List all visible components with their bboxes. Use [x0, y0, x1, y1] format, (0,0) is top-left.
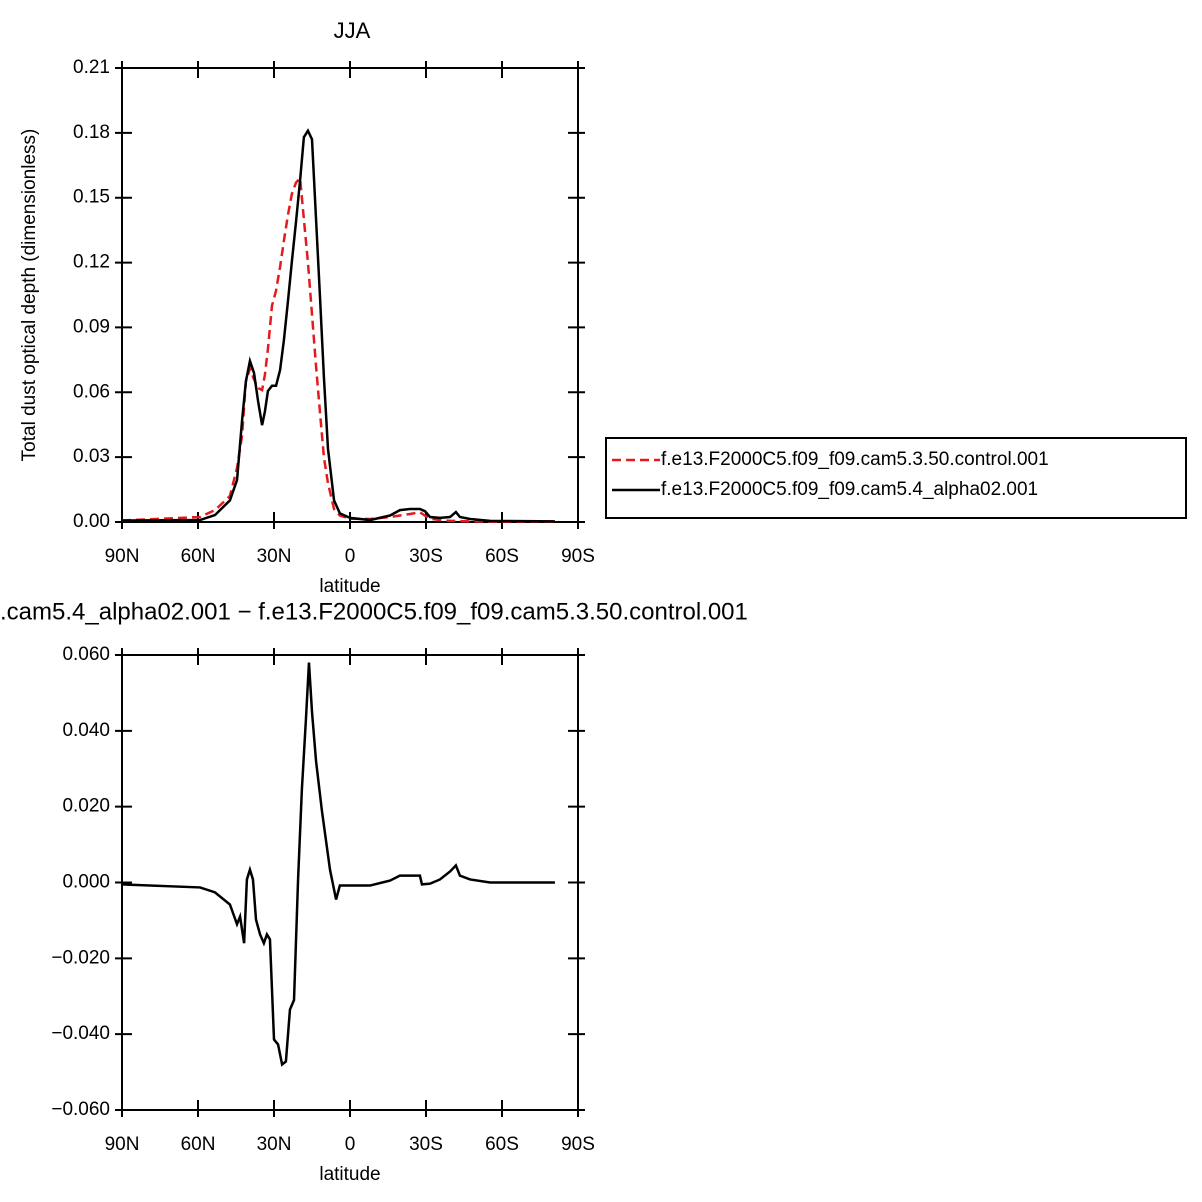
data-line [121, 662, 555, 1067]
y-tick-label: 0.00 [73, 511, 110, 532]
x-tick-label: 90N [105, 546, 140, 567]
x-tick-label: 30N [257, 1134, 292, 1155]
x-tick-label: 60N [181, 546, 216, 567]
legend-box [605, 437, 1187, 519]
y-tick-label: 0.12 [73, 252, 110, 273]
y-tick-label: 0.18 [73, 122, 110, 143]
x-tick-label: 30N [257, 546, 292, 567]
x-tick-label: 0 [345, 1134, 356, 1155]
x-tick-label: 90S [561, 1134, 595, 1155]
y-tick-label: 0.06 [73, 381, 110, 402]
y-tick-label: −0.060 [51, 1099, 110, 1120]
chart-title: .cam5.4_alpha02.001 − f.e13.F2000C5.f09_… [0, 598, 748, 625]
data-line [121, 175, 555, 523]
x-tick-label: 30S [409, 1134, 443, 1155]
x-axis-label: latitude [319, 1164, 380, 1185]
y-tick-label: −0.020 [51, 947, 110, 968]
y-tick-label: 0.03 [73, 446, 110, 467]
y-tick-label: 0.21 [73, 57, 110, 78]
y-axis-label: Total dust optical depth (dimensionless) [19, 129, 40, 462]
x-tick-label: 90N [105, 1134, 140, 1155]
chart-title: JJA [334, 18, 371, 43]
x-tick-label: 30S [409, 546, 443, 567]
data-line [121, 128, 555, 523]
x-tick-label: 60S [485, 546, 519, 567]
x-axis-label: latitude [319, 576, 380, 597]
y-tick-label: −0.040 [51, 1023, 110, 1044]
y-tick-label: 0.09 [73, 316, 110, 337]
legend-label: f.e13.F2000C5.f09_f09.cam5.4_alpha02.001 [661, 479, 1038, 500]
y-tick-label: 0.15 [73, 187, 110, 208]
y-tick-label: 0.060 [62, 644, 110, 665]
x-tick-label: 0 [345, 546, 356, 567]
x-tick-label: 90S [561, 546, 595, 567]
plot-frame [121, 67, 579, 523]
y-tick-label: 0.040 [62, 720, 110, 741]
legend-label: f.e13.F2000C5.f09_f09.cam5.3.50.control.… [661, 449, 1049, 470]
y-tick-label: 0.020 [62, 796, 110, 817]
y-tick-label: 0.000 [62, 872, 110, 893]
x-tick-label: 60S [485, 1134, 519, 1155]
x-tick-label: 60N [181, 1134, 216, 1155]
